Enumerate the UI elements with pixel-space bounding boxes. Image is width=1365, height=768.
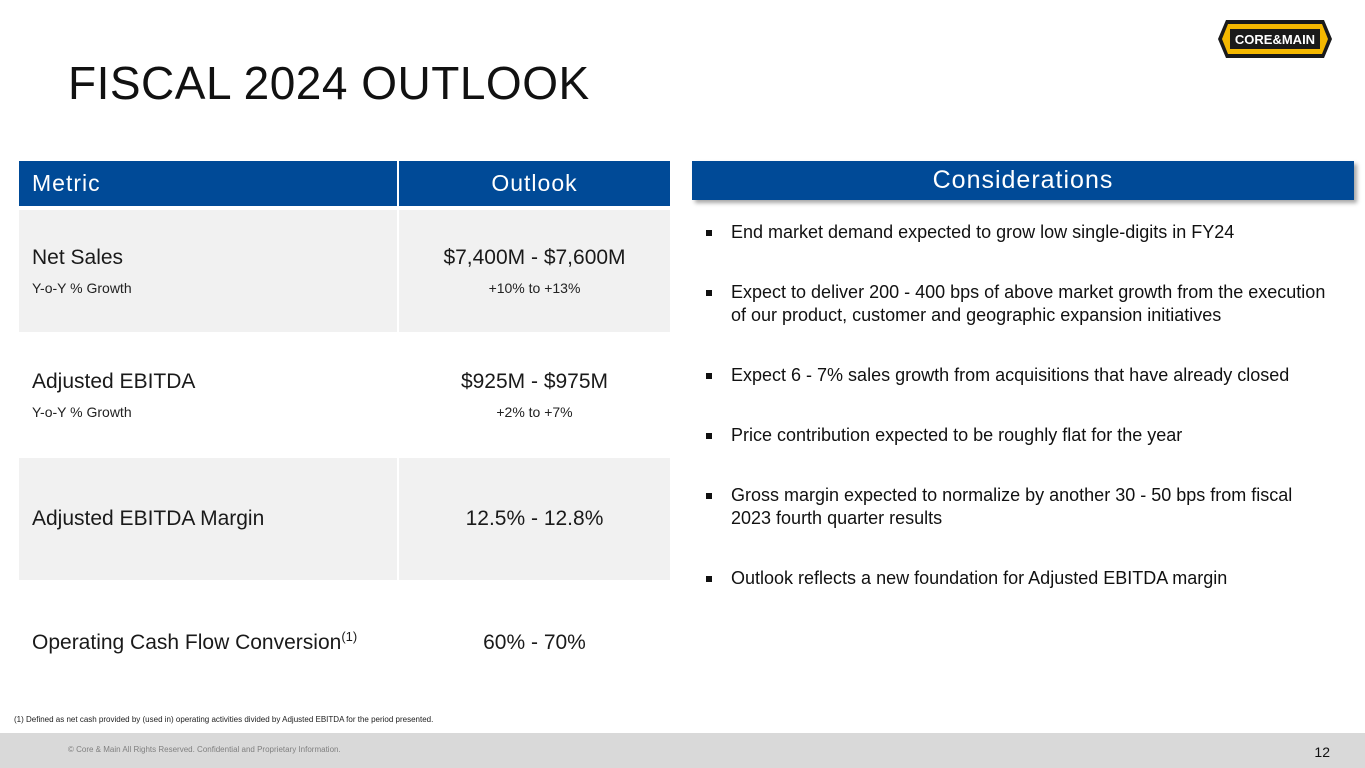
list-item: Expect 6 - 7% sales growth from acquisit… <box>706 364 1326 387</box>
list-item: Gross margin expected to normalize by an… <box>706 484 1326 530</box>
square-bullet-icon <box>706 373 712 379</box>
square-bullet-icon <box>706 493 712 499</box>
square-bullet-icon <box>706 576 712 582</box>
outlook-column-header: Outlook <box>399 161 670 206</box>
outlook-value: 60% - 70% <box>483 631 586 654</box>
metric-column-header: Metric <box>19 161 397 206</box>
footer-bar <box>0 733 1365 768</box>
metric-name: Operating Cash Flow Conversion(1) <box>32 629 397 655</box>
footnote: (1) Defined as net cash provided by (use… <box>14 715 434 724</box>
square-bullet-icon <box>706 230 712 236</box>
metric-name: Adjusted EBITDA Margin <box>32 507 265 530</box>
table-row: Adjusted EBITDA Margin 12.5% - 12.8% <box>19 458 670 580</box>
list-item: Outlook reflects a new foundation for Ad… <box>706 567 1326 590</box>
metric-name: Net Sales <box>32 246 124 269</box>
metric-sub-label: Y-o-Y % Growth <box>32 280 132 296</box>
considerations-list: End market demand expected to grow low s… <box>706 221 1326 627</box>
table-row: Operating Cash Flow Conversion(1) 60% - … <box>19 582 670 704</box>
outlook-growth: +10% to +13% <box>488 280 581 296</box>
square-bullet-icon <box>706 433 712 439</box>
metric-table: Metric Outlook Net Sales Y-o-Y % Growth … <box>19 161 670 704</box>
metric-name: Adjusted EBITDA <box>32 370 196 393</box>
outlook-growth: +2% to +7% <box>496 404 573 420</box>
page-title: FISCAL 2024 OUTLOOK <box>68 57 590 109</box>
table-row: Adjusted EBITDA Y-o-Y % Growth $925M - $… <box>19 334 670 456</box>
footnote-marker: (1) <box>341 629 358 644</box>
copyright-text: © Core & Main All Rights Reserved. Confi… <box>68 745 341 754</box>
outlook-value: 12.5% - 12.8% <box>465 507 604 530</box>
list-item: End market demand expected to grow low s… <box>706 221 1326 244</box>
list-item: Price contribution expected to be roughl… <box>706 424 1326 447</box>
core-and-main-logo: CORE&MAIN <box>1218 20 1332 58</box>
square-bullet-icon <box>706 290 712 296</box>
table-row: Net Sales Y-o-Y % Growth $7,400M - $7,60… <box>19 210 670 332</box>
metric-table-header: Metric Outlook <box>19 161 670 206</box>
page-number: 12 <box>1314 744 1330 760</box>
metric-sub-label: Y-o-Y % Growth <box>32 404 132 420</box>
metric-name-text: Operating Cash Flow Conversion <box>32 631 342 654</box>
logo-text: CORE&MAIN <box>1235 32 1315 47</box>
outlook-value: $925M - $975M <box>460 370 609 393</box>
outlook-value: $7,400M - $7,600M <box>443 246 626 269</box>
list-item: Expect to deliver 200 - 400 bps of above… <box>706 281 1326 327</box>
considerations-header: Considerations <box>692 161 1354 200</box>
